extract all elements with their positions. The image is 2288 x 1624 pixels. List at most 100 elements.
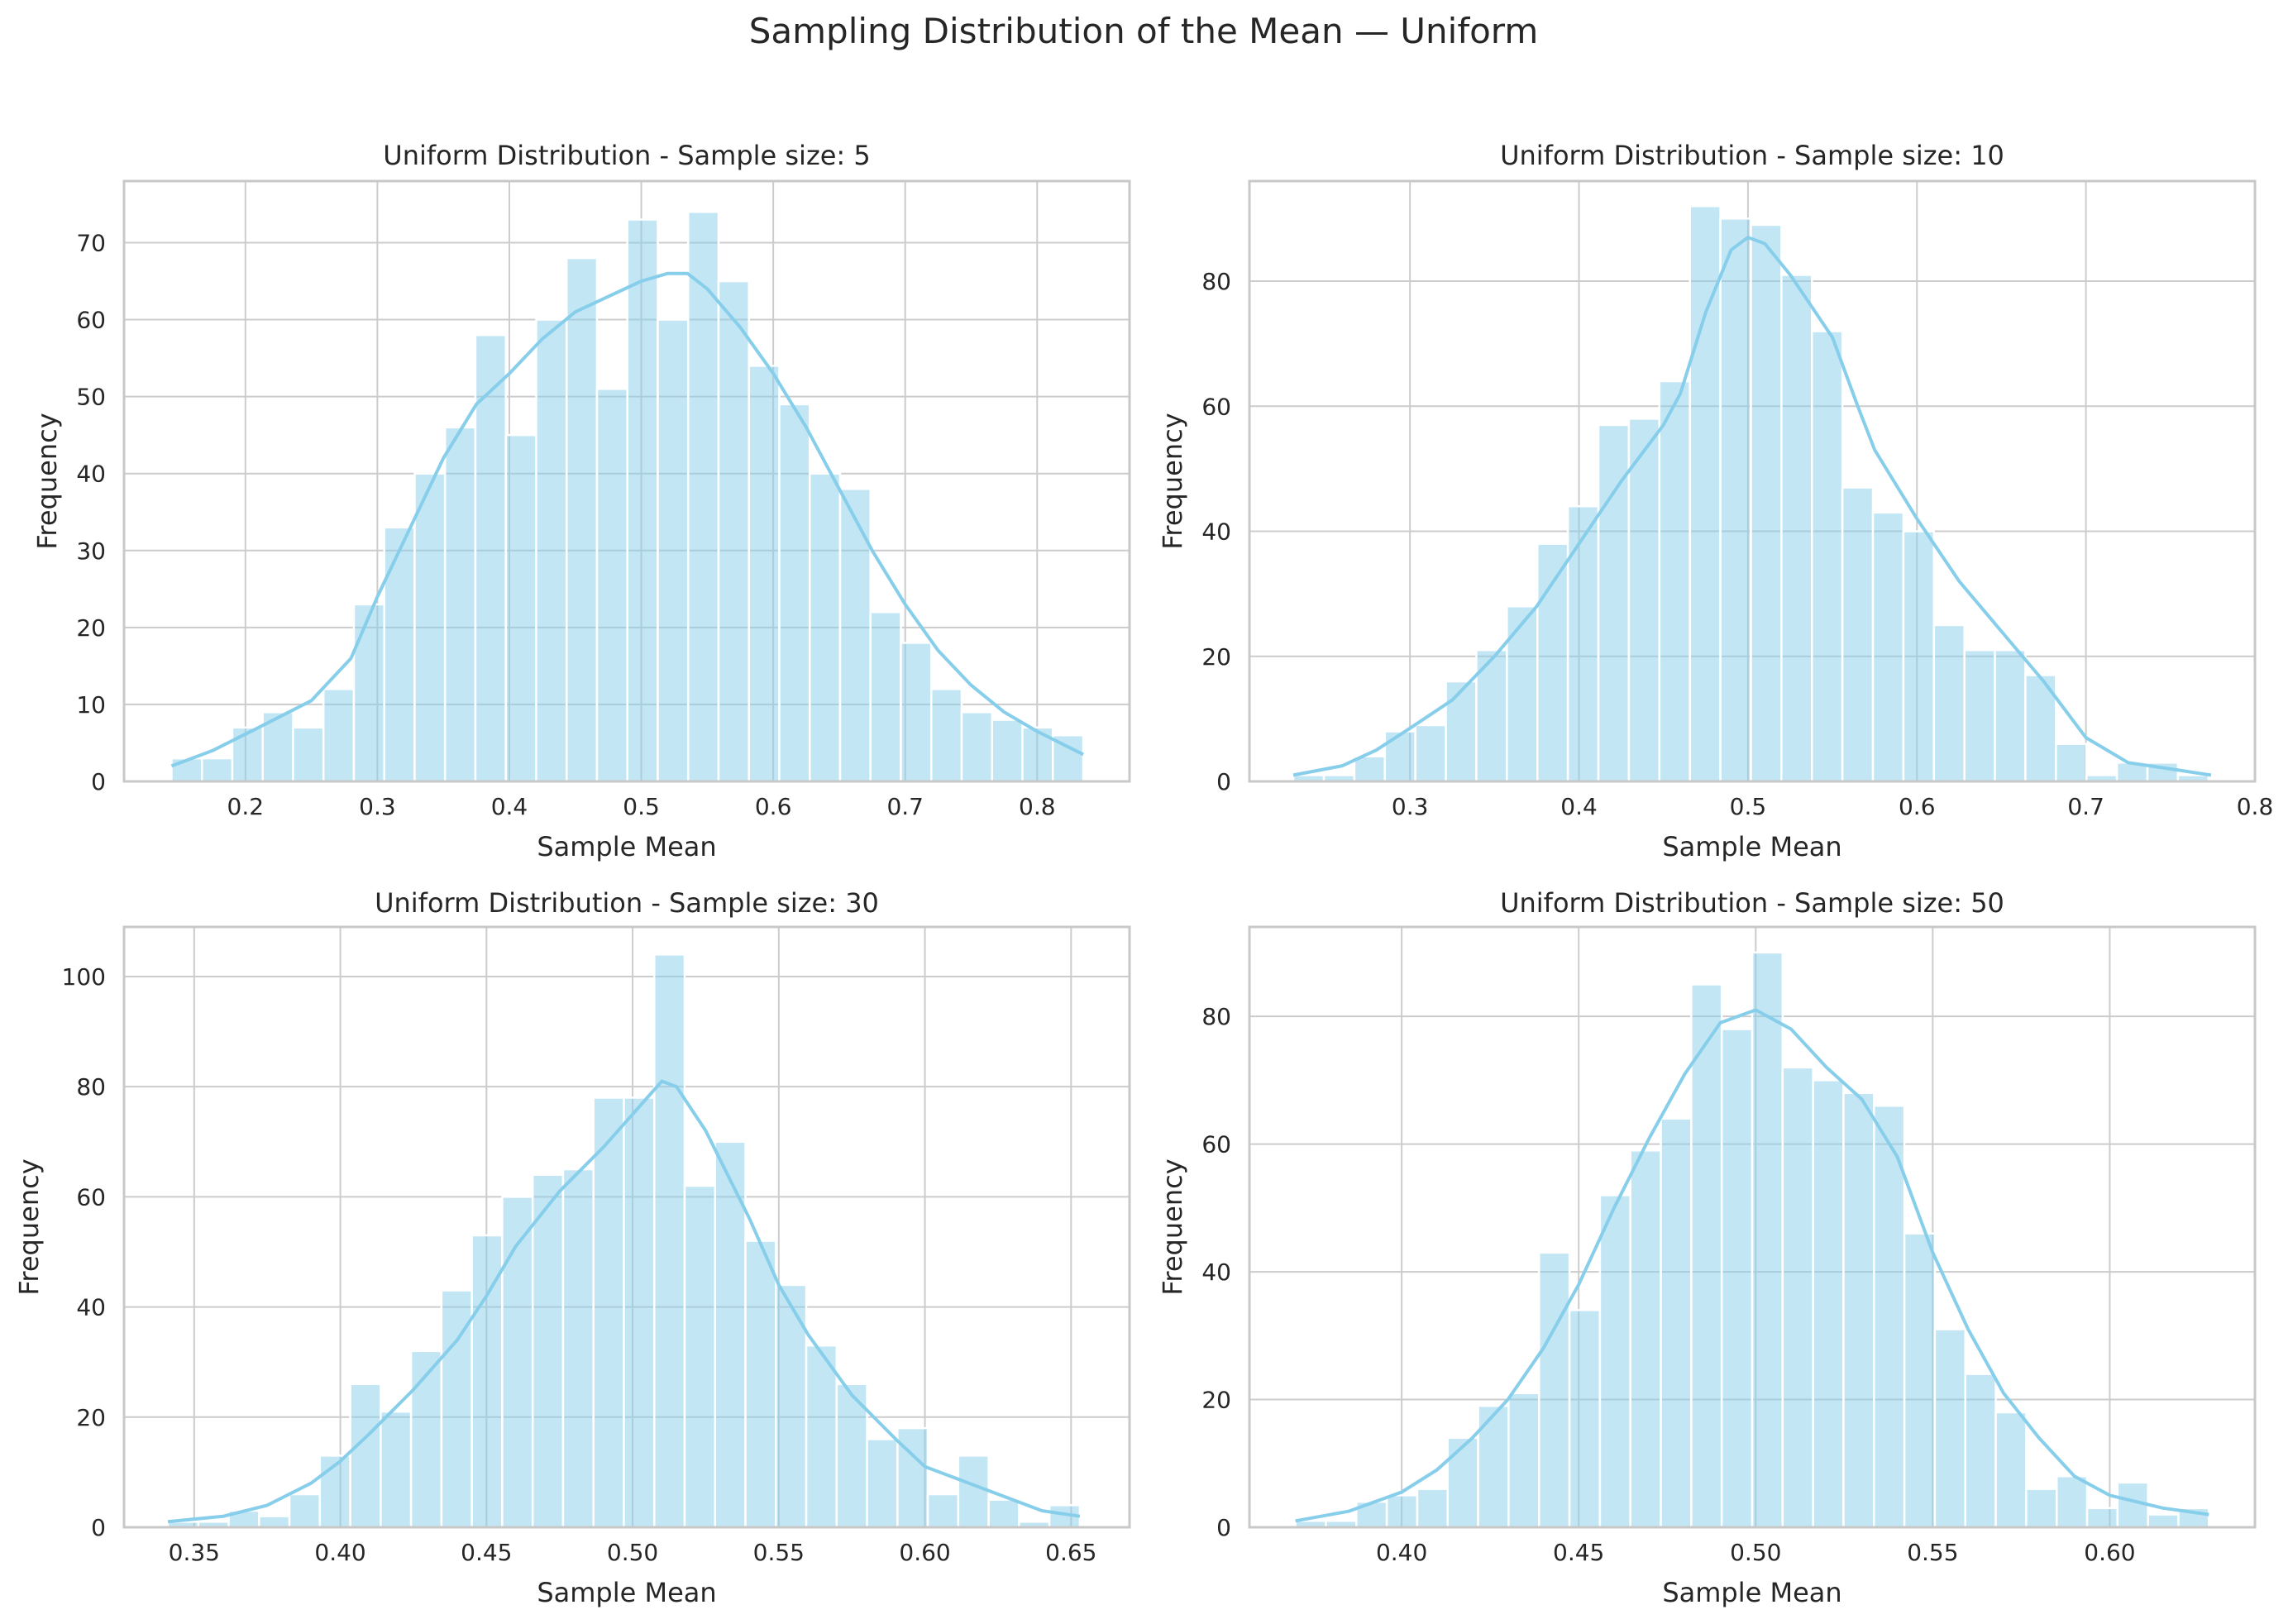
- y-axis-label: Frequency: [1157, 413, 1188, 549]
- y-tick-label: 70: [76, 229, 106, 256]
- x-tick-label: 0.55: [753, 1539, 805, 1566]
- histogram-bar: [1537, 1251, 1571, 1529]
- figure-title: Sampling Distribution of the Mean — Unif…: [749, 11, 1539, 51]
- y-tick-label: 40: [1201, 1259, 1231, 1286]
- histogram-bar: [440, 1289, 473, 1529]
- y-tick-label: 50: [76, 384, 106, 411]
- histogram-bar: [470, 1234, 504, 1529]
- kde-curve: [170, 271, 1084, 768]
- subplot-sample-size-50: Uniform Distribution - Sample size: 50 0…: [1157, 887, 2257, 1608]
- histogram-bar: [383, 526, 416, 783]
- histogram-bar: [1994, 648, 2027, 783]
- histogram-bar: [1963, 648, 1996, 783]
- x-axis-label: Sample Mean: [1662, 1577, 1841, 1608]
- histogram-bar: [2055, 1474, 2089, 1529]
- histogram-bar: [1873, 1105, 1906, 1529]
- plot-area: 0.2 0.3 0.4 0.5 0.6 0.7 0.8 0 10 20 30 40 50 60 70: [76, 179, 1131, 820]
- x-tick-label: 0.3: [359, 793, 396, 820]
- histogram-bar: [1841, 486, 1875, 783]
- x-tick-label: 0.45: [461, 1539, 512, 1566]
- histogram-bar: [1842, 1091, 1875, 1529]
- y-tick-label: 40: [76, 1294, 106, 1321]
- y-tick-label: 60: [76, 307, 106, 334]
- x-axis-label: Sample Mean: [537, 831, 716, 862]
- histogram-bar: [292, 726, 325, 783]
- y-tick-label: 0: [1216, 768, 1231, 795]
- histogram-bar: [504, 433, 537, 783]
- histogram-bar: [1660, 1117, 1693, 1529]
- histogram-bar: [683, 1184, 717, 1529]
- x-tick-label: 0.2: [227, 793, 265, 820]
- histogram-bar: [1598, 1194, 1631, 1529]
- histogram-bar: [2025, 1488, 2058, 1529]
- x-tick-label: 0.60: [899, 1539, 950, 1566]
- histogram-bar: [926, 1493, 960, 1529]
- histogram-bar: [900, 642, 933, 783]
- y-axis-label: Frequency: [1157, 1158, 1188, 1295]
- subplot-sample-size-5: Uniform Distribution - Sample size: 5 0.…: [31, 140, 1131, 862]
- histogram-bar: [2085, 1507, 2119, 1529]
- histogram-bar: [1629, 1149, 1662, 1529]
- histogram-bar: [2147, 1513, 2180, 1529]
- x-tick-label: 0.5: [623, 793, 660, 820]
- histogram-bar: [1446, 1436, 1479, 1529]
- histogram-bar: [531, 1173, 565, 1529]
- y-tick-label: 0: [1216, 1514, 1231, 1541]
- axes-frame: [1248, 179, 2257, 783]
- histogram-bar: [1964, 1373, 1997, 1529]
- histogram-bar: [595, 388, 628, 783]
- histogram-bar: [1810, 330, 1844, 783]
- subplot-title: Uniform Distribution - Sample size: 30: [375, 887, 879, 919]
- histogram-bar: [535, 318, 568, 783]
- plot-area: 0.3 0.4 0.5 0.6 0.7 0.8 0 20 40 60 80: [1201, 179, 2274, 820]
- histogram-bar: [565, 256, 599, 783]
- histogram-bar: [960, 710, 993, 783]
- histogram-bar: [1902, 530, 1936, 783]
- histogram-bar: [1566, 505, 1600, 783]
- histogram-bar: [1933, 1328, 1967, 1529]
- x-tick-label: 0.55: [1907, 1539, 1958, 1566]
- y-axis-label: Frequency: [13, 1158, 45, 1295]
- histogram-bar: [231, 726, 264, 783]
- histogram-bar: [413, 472, 447, 783]
- histogram-bar: [1383, 730, 1416, 783]
- histogram-bar: [1627, 418, 1661, 783]
- histogram-bar: [380, 1410, 413, 1529]
- plot-area: 0.35 0.40 0.45 0.50 0.55 0.60 0.65 0 20 40 60 80 100: [62, 925, 1131, 1566]
- histogram-bar: [352, 603, 385, 783]
- x-tick-label: 0.8: [2237, 793, 2274, 820]
- histogram-bar: [592, 1096, 625, 1529]
- histogram-bar: [929, 688, 963, 783]
- subplot-title: Uniform Distribution - Sample size: 10: [1500, 140, 2004, 171]
- histogram-bar: [808, 472, 842, 783]
- y-tick-label: 100: [62, 963, 106, 991]
- axes-frame: [122, 179, 1131, 783]
- histogram-bar: [1751, 951, 1784, 1529]
- histogram-bar: [991, 719, 1024, 783]
- histogram-bar: [987, 1498, 1020, 1529]
- x-tick-label: 0.6: [755, 793, 792, 820]
- kde-curve: [167, 1079, 1081, 1524]
- y-tick-label: 20: [1201, 643, 1231, 671]
- histogram-bar: [170, 757, 203, 783]
- x-tick-label: 0.7: [886, 793, 924, 820]
- x-tick-label: 0.8: [1019, 793, 1056, 820]
- x-tick-label: 0.35: [169, 1539, 220, 1566]
- histogram-bar: [288, 1493, 322, 1529]
- histogram-bar: [1719, 217, 1752, 783]
- y-tick-label: 0: [91, 768, 106, 795]
- histogram-bar: [1536, 542, 1569, 783]
- histogram-bar: [957, 1454, 990, 1529]
- y-tick-label: 40: [1201, 518, 1231, 546]
- histogram-bar: [1994, 1411, 2028, 1529]
- x-tick-label: 0.60: [2084, 1539, 2135, 1566]
- y-tick-label: 20: [1201, 1387, 1231, 1414]
- histogram-bar: [652, 953, 686, 1529]
- histogram-bar: [866, 1438, 899, 1529]
- axes-frame: [122, 925, 1131, 1529]
- histogram-bar: [1903, 1232, 1937, 1529]
- histogram-bar: [657, 318, 690, 783]
- histogram-bar: [1416, 1488, 1450, 1529]
- y-tick-label: 20: [76, 614, 106, 642]
